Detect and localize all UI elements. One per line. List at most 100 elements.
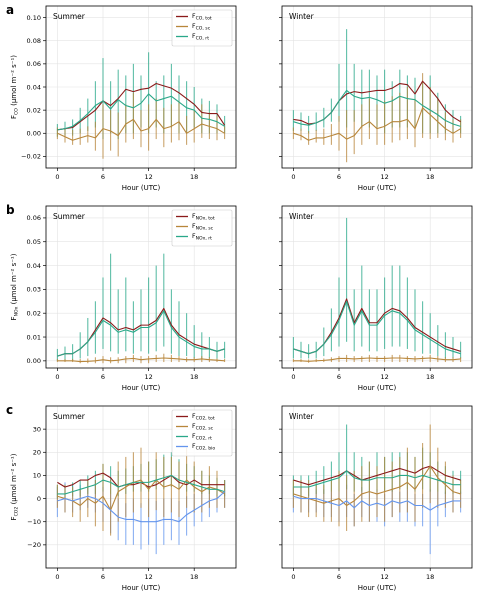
x-tick-label: 18 [426,373,434,381]
x-axis-label: Hour (UTC) [358,384,397,392]
x-axis-label: Hour (UTC) [122,584,161,592]
y-tick-label: 0 [37,495,41,503]
y-axis-label: FCO (µmol m⁻² s⁻¹) [10,55,20,119]
y-tick-label: 0.06 [27,60,41,68]
x-tick-label: 12 [144,373,152,381]
x-tick-label: 0 [55,173,59,181]
x-axis-label: Hour (UTC) [122,184,161,192]
x-tick-label: 0 [291,573,295,581]
legend-entry: FCO2, tot [192,413,215,422]
legend-entry: FCO2, sc [192,423,214,432]
series-line-bio [293,495,461,511]
panel-1: 0 6 12 18 Hour (UTC) Winter [279,5,473,192]
y-tick-label: 0.02 [27,310,41,318]
x-tick-label: 0 [291,173,295,181]
x-tick-label: 12 [380,173,388,181]
panel-letter: b [6,203,15,217]
x-tick-label: 18 [190,373,198,381]
series-line-bio [57,491,225,523]
x-tick-label: 0 [55,573,59,581]
x-tick-label: 6 [337,173,341,181]
series-line-sc [293,107,461,141]
series-line-sc [293,465,461,507]
series-line-rt [57,310,225,357]
series-line-sc [57,118,225,141]
series-line-sc [57,357,225,363]
season-label: Summer [53,12,86,21]
legend-entry: FNOx, sc [192,223,214,232]
season-label: Winter [289,412,315,421]
legend-entry: FCO, rt [192,33,209,42]
panel-letter: c [6,403,13,417]
legend-entry: FNOx, tot [192,213,215,222]
x-axis-label: Hour (UTC) [358,584,397,592]
series-line-rt [57,474,225,495]
x-tick-label: 12 [380,373,388,381]
y-tick-label: 0.00 [27,357,41,365]
plot-frame [45,405,237,569]
x-tick-label: 6 [101,573,105,581]
legend-entry: FCO, sc [192,23,211,32]
y-tick-label: 0.04 [27,262,41,270]
x-tick-label: 18 [190,173,198,181]
season-label: Summer [53,212,86,221]
season-label: Summer [53,412,86,421]
season-label: Winter [289,212,315,221]
y-tick-label: −0.02 [21,153,41,161]
y-tick-label: 0.05 [27,238,41,246]
panel-0: 0 6 12 18 −0.02 0.00 0.02 0.04 0.06 0.08 0.10 Hour … [6,3,237,192]
x-tick-label: 6 [337,573,341,581]
panel-3: 0 6 12 18 Hour (UTC) Winter [279,205,473,392]
y-axis-label: FNOx (µmol m⁻² s⁻¹) [10,253,20,320]
x-tick-label: 12 [144,173,152,181]
x-tick-label: 6 [101,373,105,381]
x-tick-label: 18 [426,173,434,181]
x-tick-label: 18 [190,573,198,581]
series-line-rt [57,93,225,131]
x-tick-label: 18 [426,573,434,581]
panel-2: 0 6 12 18 0.00 0.01 0.02 0.03 0.04 0.05 0.06 Hour (… [6,203,237,392]
y-tick-label: −10 [27,518,41,526]
series-line-tot [293,465,461,486]
y-tick-label: 10 [33,472,41,480]
x-tick-label: 0 [55,373,59,381]
legend-box [171,409,233,457]
legend-entry: FCO, tot [192,13,212,22]
plot-frame [281,205,473,369]
series-line-sc [57,479,225,511]
x-tick-label: 6 [101,173,105,181]
series-line-rt [293,470,461,488]
y-tick-label: 0.04 [27,83,41,91]
panel-5: 0 6 12 18 Hour (UTC) Winter [279,405,473,592]
y-tick-label: 0.06 [27,214,41,222]
y-axis-label: FCO2 (µmol m⁻² s⁻¹) [10,453,20,520]
legend-entry: FCO2, rt [192,433,212,442]
panel-4: 0 6 12 18 −20 −10 0 10 20 30 Hour (UTC) FCO2 (µmol … [6,403,237,592]
panel-letter: a [6,3,14,17]
series-line-rt [293,300,461,355]
y-tick-label: 0.01 [27,333,41,341]
series-line-sc [293,357,461,362]
series-line-rt [293,89,461,127]
y-tick-label: 0.03 [27,286,41,294]
y-tick-label: 0.08 [27,37,41,45]
y-tick-label: 30 [33,425,41,433]
y-tick-label: 20 [33,449,41,457]
plot-frame [45,205,237,369]
x-tick-label: 0 [291,373,295,381]
y-tick-label: 0.02 [27,106,41,114]
x-axis-label: Hour (UTC) [122,384,161,392]
legend-entry: FCO2, bio [192,443,215,452]
y-tick-label: −20 [27,541,41,549]
legend-entry: FNOx, rt [192,233,212,242]
series-line-tot [57,82,226,131]
season-label: Winter [289,12,315,21]
x-axis-label: Hour (UTC) [358,184,397,192]
y-tick-label: 0.00 [27,130,41,138]
y-tick-label: 0.10 [27,14,41,22]
plot-frame [281,405,473,569]
